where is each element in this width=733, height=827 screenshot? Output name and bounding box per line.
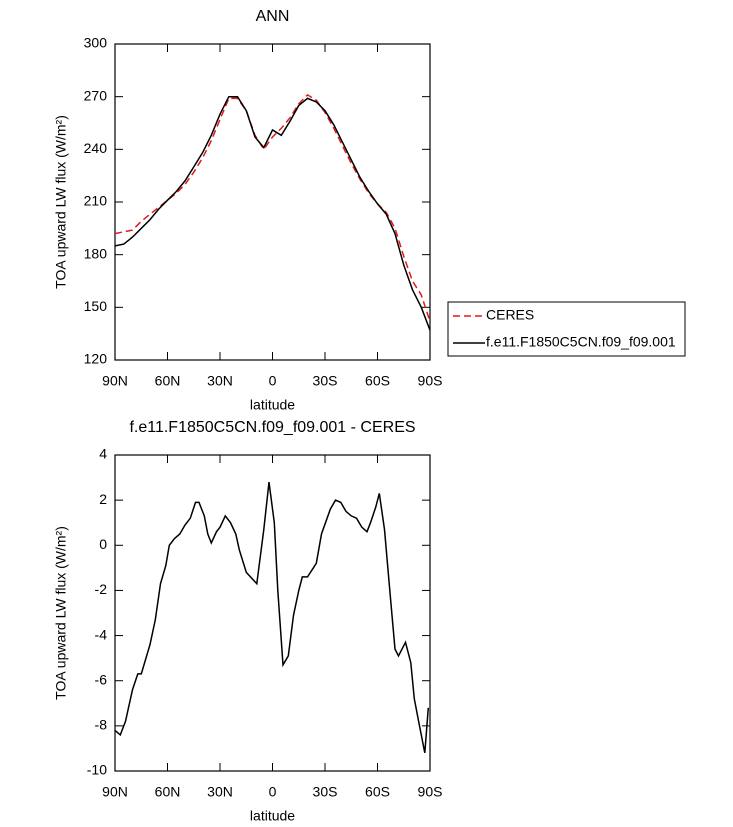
x-tick-label: 60N xyxy=(155,784,181,800)
data-line xyxy=(114,95,431,331)
x-tick-label: 30S xyxy=(313,373,338,389)
x-tick-label: 30S xyxy=(313,784,338,800)
y-tick-label: -4 xyxy=(95,626,108,642)
y-tick-label: 120 xyxy=(84,351,108,367)
legend-label: CERES xyxy=(486,307,534,323)
data-line xyxy=(114,482,430,754)
y-tick-label: 300 xyxy=(84,35,108,51)
x-tick-label: 0 xyxy=(269,373,277,389)
y-tick-label: 270 xyxy=(84,87,108,103)
y-tick-label: -2 xyxy=(95,581,108,597)
y-tick-label: -8 xyxy=(95,717,108,733)
chart-title: ANN xyxy=(256,8,290,25)
data-line xyxy=(114,93,431,322)
y-tick-label: 2 xyxy=(99,491,107,507)
x-tick-label: 0 xyxy=(269,784,277,800)
x-tick-label: 90S xyxy=(418,373,443,389)
y-tick-label: 210 xyxy=(84,193,108,209)
x-tick-label: 30N xyxy=(207,373,233,389)
x-axis-label: latitude xyxy=(250,808,295,824)
x-tick-label: 60S xyxy=(365,373,390,389)
chart-title: f.e11.F1850C5CN.f09_f09.001 - CERES xyxy=(129,419,415,436)
y-tick-label: -10 xyxy=(87,762,107,778)
x-tick-label: 90N xyxy=(102,373,128,389)
y-tick-label: 240 xyxy=(84,140,108,156)
x-tick-label: 60N xyxy=(155,373,181,389)
y-tick-label: 4 xyxy=(99,446,107,462)
y-tick-label: -6 xyxy=(95,671,108,687)
y-tick-label: 0 xyxy=(99,536,107,552)
x-tick-label: 90N xyxy=(102,784,128,800)
y-axis-label: TOA upward LW flux (W/m²) xyxy=(53,115,69,289)
y-tick-label: 150 xyxy=(84,298,108,314)
plot-frame xyxy=(114,43,431,361)
y-axis-label: TOA upward LW flux (W/m²) xyxy=(53,526,69,700)
x-tick-label: 60S xyxy=(365,784,390,800)
y-tick-label: 180 xyxy=(84,245,108,261)
legend-label: f.e11.F1850C5CN.f09_f09.001 xyxy=(486,334,676,350)
x-tick-label: 30N xyxy=(207,784,233,800)
legend-box xyxy=(447,301,686,357)
x-axis-label: latitude xyxy=(250,397,295,413)
x-tick-label: 90S xyxy=(418,784,443,800)
plot-frame xyxy=(114,454,431,772)
